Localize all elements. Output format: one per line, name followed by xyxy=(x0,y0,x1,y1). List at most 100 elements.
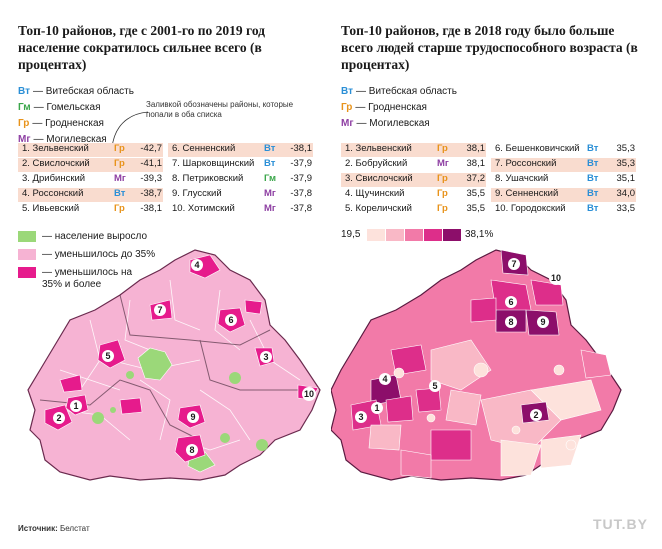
right-row-6: 6. Бешенковичский Вт 35,3 xyxy=(491,143,636,157)
right-row-value: 35,5 xyxy=(466,188,486,199)
left-row-10: 10. Хотимский Мг -37,8 xyxy=(168,203,313,217)
right-row-5: 5. Кореличский Гр 35,5 xyxy=(341,203,486,217)
left-map-label-8: 8 xyxy=(189,445,194,455)
right-row-region: Гр xyxy=(437,188,448,199)
right-map-label-8: 8 xyxy=(508,317,513,327)
left-row-value: -37,8 xyxy=(290,203,312,214)
left-map-label-5: 5 xyxy=(105,351,110,361)
left-row-3: 3. Дрибинский Мг -39,3 xyxy=(18,173,163,187)
right-row-10: 10. Городокский Вт 33,5 xyxy=(491,203,636,217)
scale-min: 19,5 xyxy=(341,229,361,240)
scale-step-5 xyxy=(443,229,461,241)
left-row-region: Вт xyxy=(264,143,276,154)
right-map-label-4: 4 xyxy=(382,374,387,384)
right-row-region: Вт xyxy=(587,203,599,214)
left-row-name: 3. Дрибинский xyxy=(22,173,86,184)
right-row-value: 38,1 xyxy=(466,143,486,154)
swatch-ge35 xyxy=(18,267,36,278)
right-row-9: 9. Сенненский Вт 34,0 xyxy=(491,188,636,202)
legend-lt35-label: — уменьшилось до 35% xyxy=(42,249,156,260)
left-row-value: -38,1 xyxy=(290,143,312,154)
legend-gr: Гр — Гродненская xyxy=(18,118,104,129)
right-row-value: 35,3 xyxy=(616,143,636,154)
legend-ge35-label: — уменьшилось на 35% и более xyxy=(42,267,133,290)
scale-max: 38,1% xyxy=(465,229,494,240)
left-row-value: -37,9 xyxy=(290,173,312,184)
right-row-value: 37,2 xyxy=(466,173,486,184)
legend-mg-r: Мг — Могилевская xyxy=(341,118,430,129)
right-row-region: Вт xyxy=(587,173,599,184)
code-mg: Мг xyxy=(18,134,31,145)
left-row-name: 2. Свислочский xyxy=(22,158,90,169)
right-map-label-6: 6 xyxy=(508,297,513,307)
left-row-region: Гр xyxy=(114,143,125,154)
scale-step-2 xyxy=(386,229,404,241)
left-row-region: Вт xyxy=(264,158,276,169)
tutby-logo: TUT.BY xyxy=(593,516,648,532)
legend-mg: Мг — Могилевская xyxy=(18,134,107,145)
right-row-region: Гр xyxy=(437,173,448,184)
right-row-name: 9. Сенненский xyxy=(495,188,559,199)
right-row-name: 1. Зельвенский xyxy=(345,143,412,154)
left-row-value: -38,1 xyxy=(140,203,162,214)
left-row-region: Гм xyxy=(264,173,277,184)
right-row-region: Вт xyxy=(587,188,599,199)
left-map-label-2: 2 xyxy=(56,413,61,423)
left-row-region: Гр xyxy=(114,203,125,214)
right-row-region: Гр xyxy=(437,203,448,214)
right-row-value: 35,5 xyxy=(466,203,486,214)
right-row-value: 34,0 xyxy=(616,188,636,199)
right-row-region: Вт xyxy=(587,158,599,169)
right-map-label-5: 5 xyxy=(432,381,437,391)
left-map-label-4: 4 xyxy=(194,260,199,270)
swatch-lt35 xyxy=(18,249,36,260)
left-panel: Топ-10 районов, где с 2001-го по 2019 го… xyxy=(18,23,321,533)
left-title: Топ-10 районов, где с 2001-го по 2019 го… xyxy=(18,23,266,72)
right-title: Топ-10 районов, где в 2018 году было бол… xyxy=(341,23,638,72)
right-row-value: 38,1 xyxy=(466,158,486,169)
left-row-9: 9. Глусский Мг -37,8 xyxy=(168,188,313,202)
right-map: 1 2 3 4 5 6 7 8 9 10 xyxy=(331,249,622,481)
code-vt: Вт xyxy=(18,86,30,97)
right-row-name: 5. Кореличский xyxy=(345,203,412,214)
left-row-7: 7. Шарковщинский Вт -37,9 xyxy=(168,158,313,172)
scale-step-4 xyxy=(424,229,442,241)
right-row-4: 4. Щучинский Гр 35,5 xyxy=(341,188,486,202)
right-row-name: 2. Бобруйский xyxy=(345,158,408,169)
left-row-region: Гр xyxy=(114,158,125,169)
right-row-3: 3. Свислочский Гр 37,2 xyxy=(341,173,486,187)
right-panel: Топ-10 районов, где в 2018 году было бол… xyxy=(331,0,662,549)
left-row-8: 8. Петриковский Гм -37,9 xyxy=(168,173,313,187)
right-row-name: 10. Городокский xyxy=(495,203,566,214)
right-row-region: Вт xyxy=(587,143,599,154)
left-row-value: -39,3 xyxy=(140,173,162,184)
left-row-2: 2. Свислочский Гр -41,1 xyxy=(18,158,163,172)
left-row-name: 5. Ивьевский xyxy=(22,203,80,214)
left-row-name: 10. Хотимский xyxy=(172,203,235,214)
right-row-name: 6. Бешенковичский xyxy=(495,143,580,154)
left-row-4: 4. Россонский Вт -38,7 xyxy=(18,188,163,202)
code-gm: Гм xyxy=(18,102,31,113)
left-row-region: Вт xyxy=(114,188,126,199)
right-row-1: 1. Зельвенский Гр 38,1 xyxy=(341,143,486,157)
left-map-label-7: 7 xyxy=(157,305,162,315)
left-row-value: -41,1 xyxy=(140,158,162,169)
legend-grew-label: — население выросло xyxy=(42,231,148,242)
right-map-label-2: 2 xyxy=(533,410,538,420)
right-region-legend: Вт — Витебская область Гр — Гродненская Мг… xyxy=(341,84,457,132)
left-row-value: -42,7 xyxy=(140,143,162,154)
left-row-name: 6. Сенненский xyxy=(172,143,236,154)
legend-gr-r: Гр — Гродненская xyxy=(341,102,427,113)
legend-vt-r: Вт — Витебская область xyxy=(341,86,457,97)
left-row-name: 9. Глусский xyxy=(172,188,222,199)
right-row-value: 35,1 xyxy=(616,173,636,184)
left-region-legend: Вт — Витебская область Гм — Гомельская Гр —… xyxy=(18,84,134,148)
left-row-value: -37,9 xyxy=(290,158,312,169)
scale-step-3 xyxy=(405,229,423,241)
right-row-2: 2. Бобруйский Мг 38,1 xyxy=(341,158,486,172)
left-row-5: 5. Ивьевский Гр -38,1 xyxy=(18,203,163,217)
right-row-value: 35,3 xyxy=(616,158,636,169)
right-map-label-7: 7 xyxy=(511,259,516,269)
scale-step-1 xyxy=(367,229,385,241)
left-row-value: -37,8 xyxy=(290,188,312,199)
